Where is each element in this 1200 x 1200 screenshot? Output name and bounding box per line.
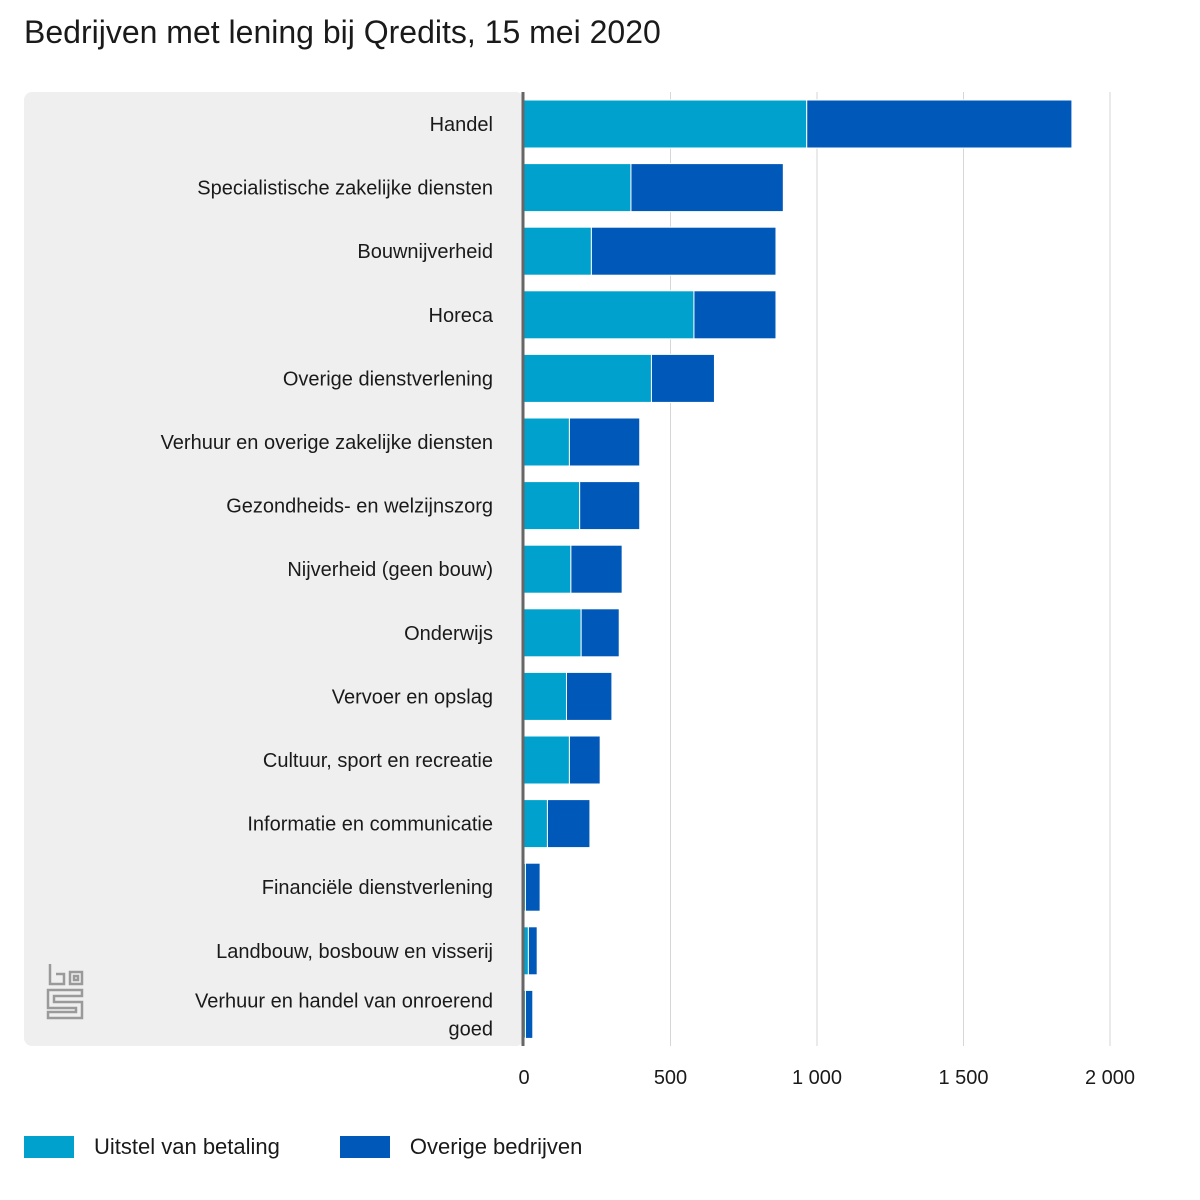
bar-uitstel[interactable] bbox=[523, 353, 652, 403]
bar-overige[interactable] bbox=[570, 544, 623, 594]
bar-uitstel[interactable] bbox=[523, 290, 695, 340]
bar-overige[interactable] bbox=[693, 290, 777, 340]
category-label: Overige dienstverlening bbox=[283, 368, 493, 390]
category-label: Nijverheid (geen bouw) bbox=[287, 559, 493, 581]
bar-overige[interactable] bbox=[590, 226, 777, 276]
chart-title: Bedrijven met lening bij Qredits, 15 mei… bbox=[24, 14, 661, 50]
bar-uitstel[interactable] bbox=[523, 671, 567, 721]
bar-overige[interactable] bbox=[580, 608, 620, 658]
bar-overige[interactable] bbox=[524, 862, 541, 912]
x-tick-label: 500 bbox=[654, 1067, 687, 1089]
bar-uitstel[interactable] bbox=[523, 799, 548, 849]
category-label: Bouwnijverheid bbox=[357, 241, 493, 263]
bar-chart: Handel Specialistische zakelijke diensten… bbox=[24, 92, 1135, 1089]
x-tick-label: 2 000 bbox=[1085, 1067, 1135, 1089]
bar-overige[interactable] bbox=[806, 99, 1073, 149]
category-label: Vervoer en opslag bbox=[332, 686, 493, 708]
legend-label-uitstel: Uitstel van betaling bbox=[94, 1134, 280, 1159]
category-label: Landbouw, bosbouw en visserij bbox=[216, 941, 493, 963]
bar-overige[interactable] bbox=[565, 671, 613, 721]
bar-uitstel[interactable] bbox=[523, 926, 529, 976]
legend-item-uitstel[interactable]: Uitstel van betaling bbox=[24, 1134, 280, 1160]
bar-uitstel[interactable] bbox=[523, 226, 592, 276]
bar-uitstel[interactable] bbox=[523, 735, 570, 785]
category-panel bbox=[24, 92, 524, 1046]
bar-overige[interactable] bbox=[579, 481, 641, 531]
category-label: Gezondheids- en welzijnszorg bbox=[226, 496, 493, 518]
category-label: Financiële dienstverlening bbox=[262, 877, 493, 899]
bar-overige[interactable] bbox=[630, 163, 784, 213]
category-labels: Handel Specialistische zakelijke diensten… bbox=[161, 114, 494, 1040]
legend: Uitstel van betaling Overige bedrijven bbox=[24, 1134, 642, 1160]
category-label: goed bbox=[449, 1018, 494, 1040]
category-label: Cultuur, sport en recreatie bbox=[263, 750, 493, 772]
bar-overige[interactable] bbox=[527, 926, 538, 976]
bar-uitstel[interactable] bbox=[523, 544, 572, 594]
bar-overige[interactable] bbox=[524, 989, 534, 1039]
bar-uitstel[interactable] bbox=[523, 608, 582, 658]
bar-uitstel[interactable] bbox=[523, 481, 581, 531]
category-label: Handel bbox=[430, 114, 493, 136]
category-label: Horeca bbox=[429, 305, 494, 327]
cbs-logo-icon bbox=[46, 964, 84, 1020]
legend-label-overige: Overige bedrijven bbox=[409, 1134, 583, 1159]
category-label: Verhuur en overige zakelijke diensten bbox=[161, 432, 493, 454]
bar-overige[interactable] bbox=[568, 417, 641, 467]
category-label: Informatie en communicatie bbox=[247, 814, 493, 836]
bar-overige[interactable] bbox=[546, 799, 591, 849]
bar-overige[interactable] bbox=[568, 735, 601, 785]
bar-series bbox=[523, 99, 1073, 1039]
x-tick-label: 1 000 bbox=[792, 1067, 842, 1089]
x-axis-tick-labels: 0 500 1 000 1 500 2 000 bbox=[518, 1067, 1135, 1089]
x-tick-label: 1 500 bbox=[938, 1067, 988, 1089]
x-tick-label: 0 bbox=[518, 1067, 529, 1089]
category-label: Onderwijs bbox=[404, 623, 493, 645]
category-label: Verhuur en handel van onroerend bbox=[195, 990, 493, 1012]
category-label: Specialistische zakelijke diensten bbox=[197, 178, 493, 200]
legend-swatch-overige bbox=[339, 1136, 390, 1158]
bar-overige[interactable] bbox=[650, 353, 715, 403]
bar-uitstel[interactable] bbox=[523, 99, 808, 149]
bar-uitstel[interactable] bbox=[523, 163, 632, 213]
legend-item-overige[interactable]: Overige bedrijven bbox=[339, 1134, 583, 1160]
bar-uitstel[interactable] bbox=[523, 417, 570, 467]
legend-swatch-uitstel bbox=[24, 1136, 74, 1158]
